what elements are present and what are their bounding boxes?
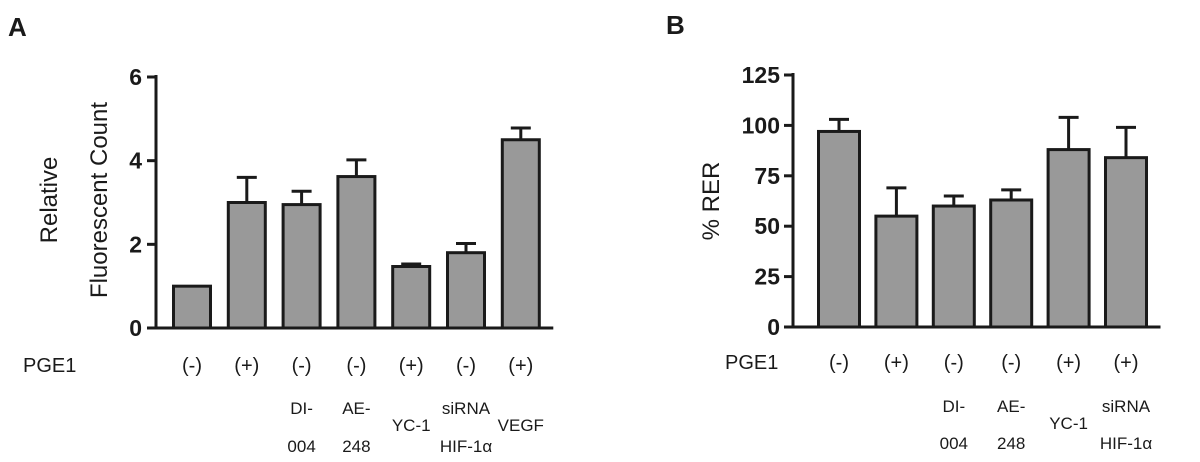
pge1-value: (-) (182, 355, 202, 377)
treatment-label: siRNA (1102, 397, 1151, 416)
pge1-value: (+) (508, 355, 533, 377)
treatment-label: AE- (342, 399, 370, 418)
treatment-label: 004 (940, 434, 968, 453)
treatment-label: 248 (997, 434, 1025, 453)
treatment-label: siRNA (442, 399, 491, 418)
treatment-label: 248 (342, 437, 370, 456)
pge1-value: (+) (399, 355, 424, 377)
bar (172, 284, 212, 330)
y-tick-label: 25 (754, 264, 780, 290)
treatment-label: 004 (287, 437, 315, 456)
bar (391, 265, 432, 330)
y-axis-title: Fluorescent Count (86, 102, 113, 298)
pge1-value: (-) (1001, 352, 1021, 374)
treatment-label: YC-1 (392, 416, 431, 435)
treatment-label: HIF-1α (1100, 434, 1153, 453)
pge1-value: (+) (1114, 352, 1139, 374)
pge1-value: (-) (829, 352, 849, 374)
y-tick-label: 6 (129, 64, 142, 90)
panel-letter: A (8, 12, 27, 42)
pge1-value: (+) (884, 352, 909, 374)
y-axis-title: % RER (698, 162, 725, 241)
y-tick-label: 75 (754, 163, 780, 189)
y-tick-label: 125 (742, 62, 781, 88)
bar (446, 251, 486, 330)
treatment-label: AE- (997, 397, 1025, 416)
y-tick-label: 0 (129, 315, 142, 341)
pge1-value: (+) (1056, 352, 1081, 374)
pge1-value: (-) (346, 355, 366, 377)
bar (281, 203, 322, 330)
bar (1046, 148, 1091, 329)
pge1-value: (-) (292, 355, 312, 377)
bar (336, 175, 377, 330)
bar (989, 198, 1034, 329)
treatment-label: DI- (942, 397, 965, 416)
treatment-label: DI- (290, 399, 313, 418)
y-tick-label: 2 (129, 231, 142, 257)
pge1-row-label: PGE1 (725, 352, 778, 374)
bar (874, 214, 919, 329)
bar (931, 204, 976, 329)
bar (817, 129, 861, 329)
y-tick-label: 100 (742, 112, 780, 138)
bar (500, 138, 541, 330)
treatment-label: VEGF (498, 416, 544, 435)
pge1-row-label: PGE1 (23, 355, 76, 377)
pge1-value: (-) (944, 352, 964, 374)
treatment-label: YC-1 (1049, 414, 1088, 433)
y-axis-title: Relative (36, 157, 63, 244)
chart-panel-b: B % RER 0 25 50 75 100 125 PGE1 (-) (+) (-) (-) (+) (+… (666, 10, 1161, 453)
chart-panel-a: A Relative Fluorescent Count 0 2 4 6 PGE1 (-) (+)… (8, 12, 554, 456)
panel-letter: B (666, 10, 685, 40)
pge1-value: (+) (234, 355, 259, 377)
bar (226, 201, 267, 330)
y-tick-label: 50 (754, 213, 780, 239)
y-tick-label: 4 (129, 148, 142, 174)
treatment-label: HIF-1α (440, 437, 493, 456)
y-tick-label: 0 (767, 314, 780, 340)
bar (1104, 156, 1148, 329)
pge1-value: (-) (456, 355, 476, 377)
